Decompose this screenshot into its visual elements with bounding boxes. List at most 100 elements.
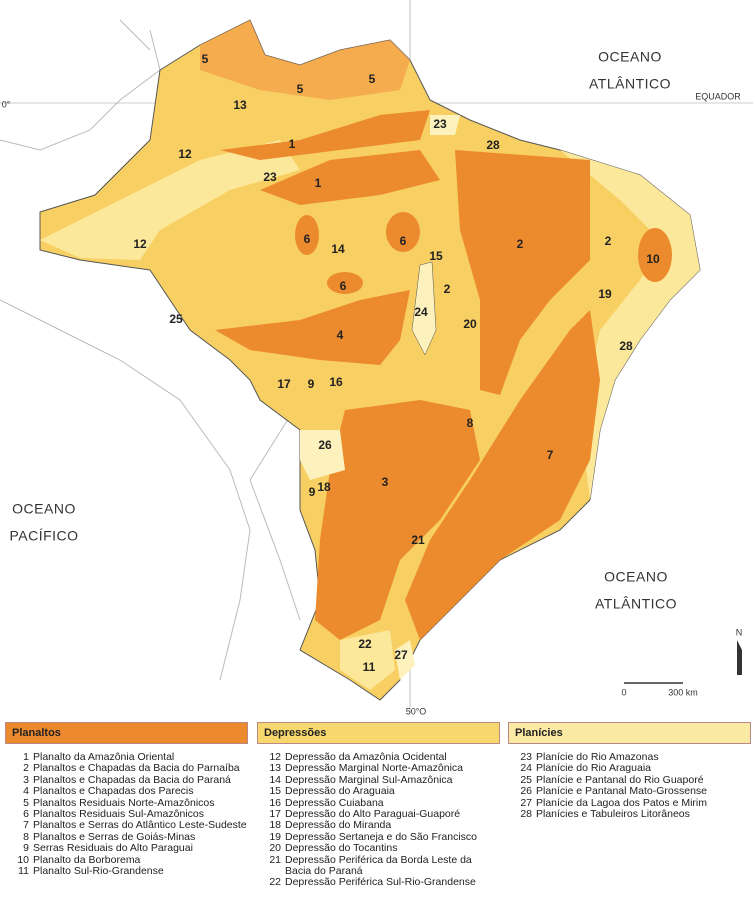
ocean-label: PACÍFICO — [9, 528, 78, 544]
legend-title: Depressões — [257, 722, 500, 744]
region-number: 17 — [277, 377, 291, 391]
legend-number: 20 — [269, 842, 281, 855]
legend-planaltos: Planaltos 1 Planalto da Amazônia Oriental 2… — [5, 722, 248, 877]
plateau-4 — [215, 290, 410, 365]
plateau-10 — [638, 228, 672, 282]
legend-label: Planaltos e Chapadas da Bacia do Paraná — [33, 773, 231, 786]
latitude-label: 0° — [2, 99, 11, 109]
region-number: 1 — [289, 137, 296, 151]
legend-depressoes: Depressões 12 Depressão da Amazônia Ociden… — [257, 722, 500, 889]
legend-item: 22 Depressão Periférica Sul-Rio-Grandense — [257, 876, 500, 889]
region-number: 14 — [331, 242, 345, 256]
legend-label: Planaltos e Chapadas dos Parecis — [33, 785, 194, 798]
legend-item: 10 Planalto da Borborema — [5, 853, 248, 866]
region-number: 24 — [414, 305, 428, 319]
legend-item: 11 Planalto Sul-Rio-Grandense — [5, 865, 248, 878]
region-number: 11 — [363, 660, 376, 674]
ocean-label: OCEANO — [604, 569, 668, 585]
region-number: 3 — [382, 475, 389, 489]
legend-number: 23 — [520, 751, 532, 763]
legend-item: 17 Depressão do Alto Paraguai-Guaporé — [257, 808, 500, 821]
legend-item: 9 Serras Residuais do Alto Paraguai — [5, 842, 248, 855]
legend-label: Planalto da Amazônia Oriental — [33, 751, 175, 763]
legend-label: Depressão Marginal Norte-Amazônica — [285, 762, 463, 775]
ocean-label: OCEANO — [598, 49, 662, 65]
legend-number: 13 — [269, 762, 281, 775]
region-number: 6 — [304, 232, 311, 246]
legend-number: 22 — [269, 876, 281, 889]
legend-item: 12 Depressão da Amazônia Ocidental — [257, 751, 500, 763]
legend-item: 25 Planície e Pantanal do Rio Guaporé — [508, 774, 751, 786]
scale-label: 300 km — [668, 687, 698, 697]
plateau-5 — [200, 20, 410, 100]
plateau-6 — [295, 215, 319, 255]
legend-item: 26 Planície e Pantanal Mato-Grossense — [508, 785, 751, 798]
legend-number: 7 — [23, 819, 29, 832]
equator-label: EQUADOR — [695, 91, 741, 101]
region-number: 27 — [394, 648, 408, 662]
legend-number: 6 — [23, 808, 29, 821]
legend-title: Planícies — [508, 722, 751, 744]
region-number: 4 — [337, 328, 344, 342]
legend-item: 13 Depressão Marginal Norte-Amazônica — [257, 762, 500, 775]
legend-number: 16 — [269, 796, 281, 809]
legend-number: 12 — [269, 751, 281, 763]
region-number: 6 — [340, 279, 347, 293]
legend-label: Depressão da Amazônia Ocidental — [285, 751, 447, 763]
legend-label: Depressão Marginal Sul-Amazônica — [285, 773, 453, 786]
legend-item: 6 Planaltos Residuais Sul-Amazônicos — [5, 808, 248, 821]
region-number: 9 — [309, 485, 316, 499]
legend-number: 4 — [23, 785, 29, 798]
legend-item: 16 Depressão Cuiabana — [257, 796, 500, 809]
legend-label: Planície do Rio Araguaia — [536, 762, 651, 775]
legend-number: 9 — [23, 842, 29, 855]
plain-26 — [300, 430, 345, 480]
scale-label: 0 — [621, 687, 626, 697]
depression-22 — [340, 630, 395, 690]
legend-label: Depressão Sertaneja e do São Francisco — [285, 830, 478, 843]
legend-label: Planaltos e Serras do Atlântico Leste-Su… — [33, 819, 247, 832]
region-number: 28 — [619, 339, 633, 353]
region-number: 23 — [263, 170, 277, 184]
legend-label: Depressão Cuiabana — [285, 796, 384, 809]
legend-number: 11 — [18, 865, 29, 878]
legend-number: 21 — [269, 853, 281, 866]
region-number: 9 — [308, 377, 315, 391]
legend-item: 28 Planícies e Tabuleiros Litorâneos — [508, 808, 751, 820]
plateau-1 — [260, 150, 440, 205]
lowland-12 — [40, 140, 300, 260]
region-number: 10 — [646, 252, 660, 266]
legend-number: 5 — [23, 796, 29, 809]
legend-number: 10 — [17, 853, 29, 866]
legend-number: 17 — [269, 808, 281, 821]
region-number: 12 — [133, 237, 147, 251]
legend-item: 1 Planalto da Amazônia Oriental — [5, 751, 248, 763]
region-number: 1 — [315, 176, 322, 190]
legend-item: 3 Planaltos e Chapadas da Bacia do Paraná — [5, 773, 248, 786]
region-number: 7 — [547, 448, 554, 462]
legend-item: 14 Depressão Marginal Sul-Amazônica — [257, 773, 500, 786]
legend-number: 19 — [269, 830, 281, 843]
legend-label: Planície e Pantanal Mato-Grossense — [536, 785, 708, 798]
ocean-label: ATLÂNTICO — [595, 596, 677, 612]
region-number: 2 — [605, 234, 612, 248]
legend-label: Planaltos e Chapadas da Bacia do Parnaíb… — [33, 762, 240, 775]
legend-number: 26 — [520, 785, 532, 798]
region-number: 5 — [202, 52, 209, 66]
plateau-1-north — [220, 110, 430, 160]
legend-label: Planície da Lagoa dos Patos e Mirim — [536, 796, 708, 809]
legend-item: 18 Depressão do Miranda — [257, 820, 500, 832]
region-number: 20 — [463, 317, 477, 331]
ocean-label: ATLÂNTICO — [589, 76, 671, 92]
legend-title: Planaltos — [5, 722, 248, 744]
legend-label: Planaltos Residuais Norte-Amazônicos — [33, 796, 215, 809]
legend-label: Planaltos e Serras de Goiás-Minas — [33, 830, 196, 843]
ocean-label: OCEANO — [12, 501, 76, 517]
region-number: 18 — [317, 480, 331, 494]
region-number: 15 — [429, 249, 443, 263]
legend-label: Depressão do Araguaia — [285, 785, 395, 798]
legend-label: Depressão Periférica da Borda Leste da B… — [285, 853, 472, 878]
north-label: N — [736, 627, 743, 637]
